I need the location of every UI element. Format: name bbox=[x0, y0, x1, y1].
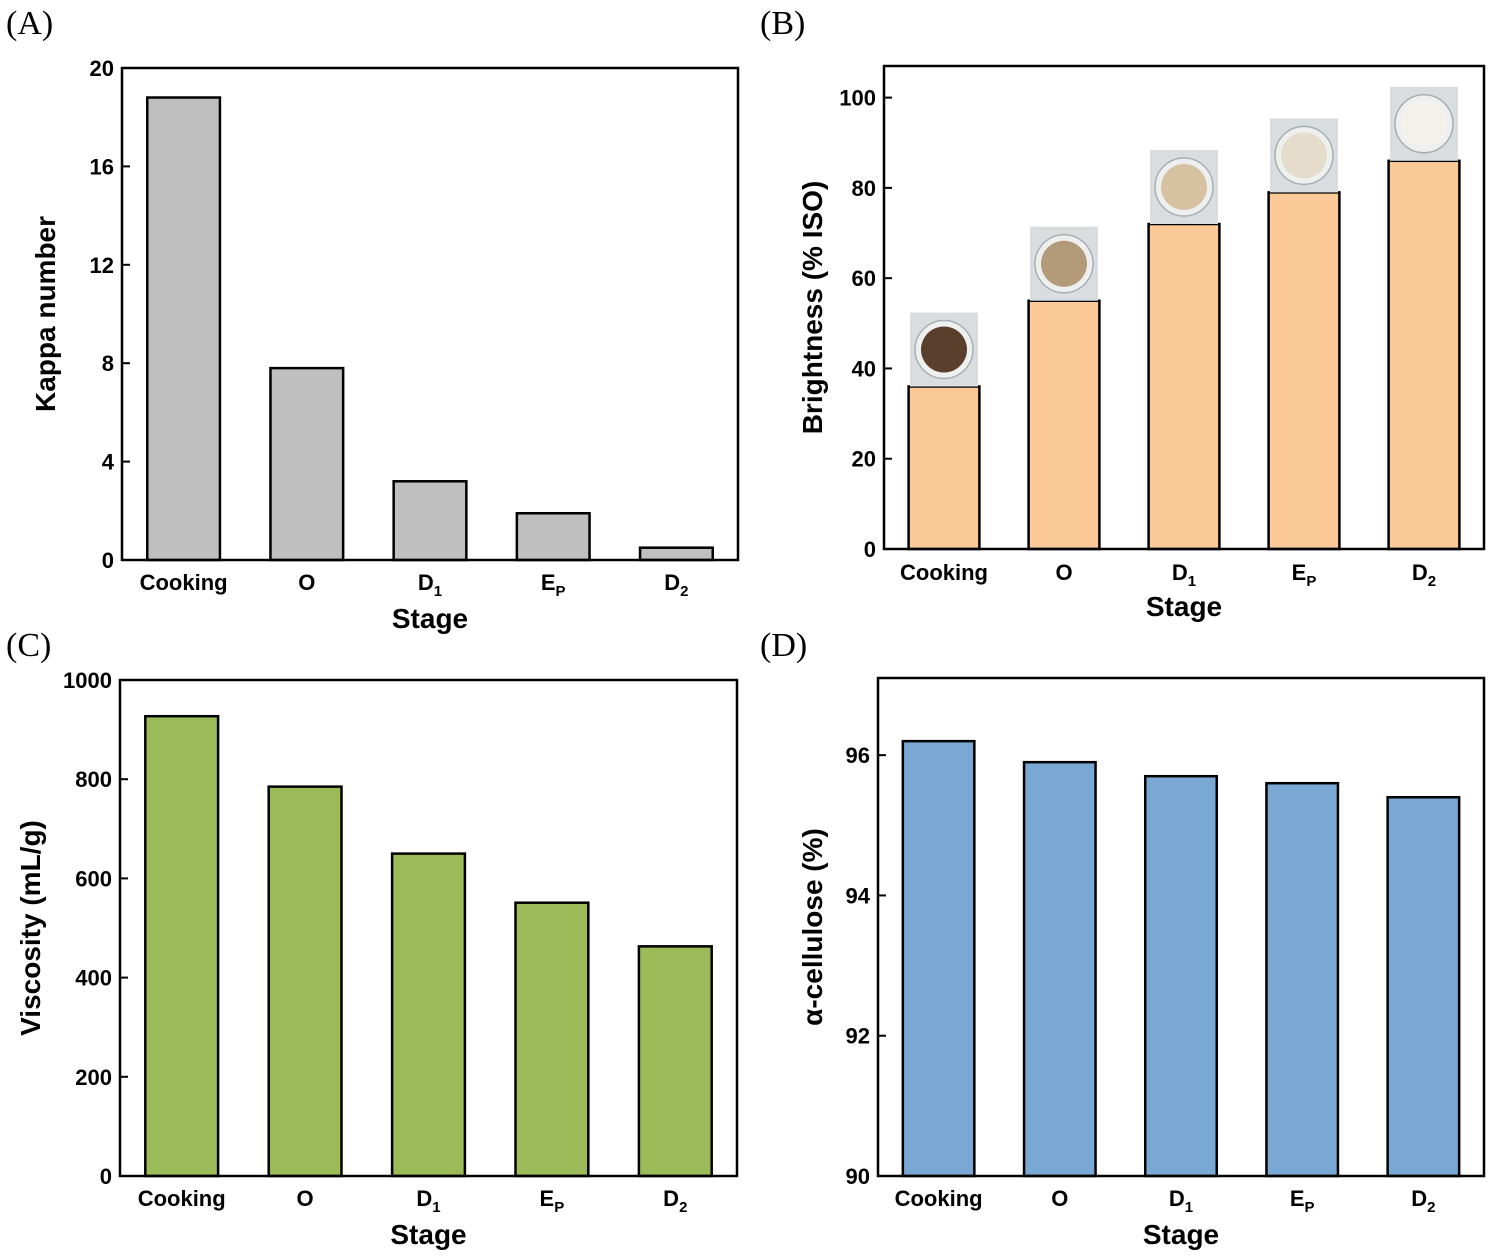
bar-4 bbox=[1265, 781, 1340, 1178]
plot-frame bbox=[876, 676, 1486, 1178]
sample-photo bbox=[1030, 226, 1098, 301]
x-tick-label: EP bbox=[1290, 1186, 1315, 1216]
bar-5 bbox=[1387, 159, 1461, 551]
panel-b: (B) Cooking O D1 EP D2 0 20 40 60 80 100 Stage Bright… bbox=[760, 5, 1486, 622]
x-axis-title: Stage bbox=[392, 603, 468, 634]
y-tick-label: 1000 bbox=[63, 668, 112, 693]
x-axis-title: Stage bbox=[1143, 1219, 1219, 1250]
bar-3 bbox=[392, 480, 468, 562]
y-tick-label: 200 bbox=[75, 1065, 112, 1090]
bar-4 bbox=[515, 512, 591, 562]
y-axis-title: Kappa number bbox=[30, 216, 61, 412]
y-tick-label: 0 bbox=[102, 548, 114, 573]
x-tick-label: D2 bbox=[1411, 1186, 1435, 1216]
bar-2 bbox=[269, 366, 345, 562]
x-tick-label: Cooking bbox=[895, 1186, 983, 1211]
bar-5 bbox=[637, 945, 713, 1178]
plot-frame bbox=[882, 64, 1486, 551]
y-tick-label: 600 bbox=[75, 866, 112, 891]
plot-frame bbox=[120, 66, 740, 562]
x-tick-label: Cooking bbox=[140, 570, 228, 595]
y-tick-label: 92 bbox=[846, 1024, 870, 1049]
y-tick-label: 94 bbox=[846, 883, 871, 908]
y-tick-label: 8 bbox=[102, 351, 114, 376]
panel-label: (B) bbox=[760, 5, 805, 42]
bar-5 bbox=[638, 546, 714, 562]
y-tick-label: 20 bbox=[90, 56, 114, 81]
x-tick-label: O bbox=[297, 1186, 314, 1211]
sample-photo bbox=[1150, 149, 1218, 224]
panel-a: (A) Cooking O D1 EP D2 0 4 8 12 16 20 Stage Kappa num… bbox=[6, 5, 740, 634]
x-tick-label: O bbox=[1051, 1186, 1068, 1211]
bar-5 bbox=[1386, 795, 1461, 1178]
bar-2 bbox=[267, 785, 343, 1178]
y-axis-title: α-cellulose (%) bbox=[797, 828, 828, 1026]
bar-1 bbox=[901, 739, 976, 1178]
sample-photo bbox=[1270, 118, 1338, 193]
x-axis-title: Stage bbox=[390, 1219, 466, 1250]
y-tick-label: 60 bbox=[852, 266, 876, 291]
panel-label: (D) bbox=[760, 627, 807, 664]
plot-frame bbox=[118, 678, 739, 1178]
panel-d: (D) Cooking O D1 EP D2 90 92 94 96 Stage α-cellulos… bbox=[760, 627, 1486, 1250]
y-tick-label: 20 bbox=[852, 447, 876, 472]
x-tick-label: D2 bbox=[664, 570, 688, 600]
y-tick-label: 80 bbox=[852, 176, 876, 201]
x-tick-label: EP bbox=[541, 570, 566, 600]
x-tick-label: EP bbox=[1292, 560, 1317, 590]
bar-3 bbox=[1147, 222, 1221, 551]
x-axis-title: Stage bbox=[1146, 591, 1222, 622]
x-tick-label: D2 bbox=[663, 1186, 687, 1216]
y-tick-label: 4 bbox=[102, 450, 115, 475]
y-tick-label: 12 bbox=[90, 253, 114, 278]
y-tick-label: 16 bbox=[90, 154, 114, 179]
x-tick-label: D1 bbox=[418, 570, 442, 600]
x-tick-label: D1 bbox=[1172, 560, 1196, 590]
y-tick-label: 100 bbox=[839, 86, 876, 111]
y-tick-label: 0 bbox=[864, 537, 876, 562]
sample-photo bbox=[1390, 86, 1458, 161]
bar-2 bbox=[1027, 299, 1101, 551]
bar-2 bbox=[1022, 760, 1097, 1178]
x-tick-label: D1 bbox=[416, 1186, 440, 1216]
bar-3 bbox=[1143, 774, 1219, 1178]
bar-1 bbox=[146, 96, 222, 562]
panel-label: (C) bbox=[6, 627, 51, 664]
bar-4 bbox=[514, 901, 590, 1178]
y-tick-label: 40 bbox=[852, 356, 876, 381]
y-tick-label: 400 bbox=[75, 966, 112, 991]
bar-3 bbox=[390, 852, 467, 1178]
bar-1 bbox=[144, 714, 220, 1178]
panel-label: (A) bbox=[6, 5, 53, 42]
x-tick-label: EP bbox=[540, 1186, 565, 1216]
x-tick-label: Cooking bbox=[138, 1186, 226, 1211]
x-tick-label: Cooking bbox=[900, 560, 988, 585]
y-tick-label: 0 bbox=[100, 1164, 112, 1189]
sample-photo bbox=[910, 312, 978, 387]
bar-1 bbox=[907, 385, 981, 551]
y-tick-label: 96 bbox=[846, 743, 870, 768]
y-axis-title: Viscosity (mL/g) bbox=[15, 820, 46, 1036]
x-tick-label: D1 bbox=[1169, 1186, 1193, 1216]
y-tick-label: 90 bbox=[846, 1164, 870, 1189]
x-tick-label: O bbox=[298, 570, 315, 595]
x-tick-label: O bbox=[1055, 560, 1072, 585]
bar-4 bbox=[1267, 191, 1341, 551]
x-tick-label: D2 bbox=[1412, 560, 1436, 590]
y-tick-label: 800 bbox=[75, 767, 112, 792]
y-axis-title: Brightness (% ISO) bbox=[797, 181, 828, 435]
panel-c: (C) Cooking O D1 EP D2 0 200 400 600 800 1000 Stage V… bbox=[6, 627, 739, 1250]
